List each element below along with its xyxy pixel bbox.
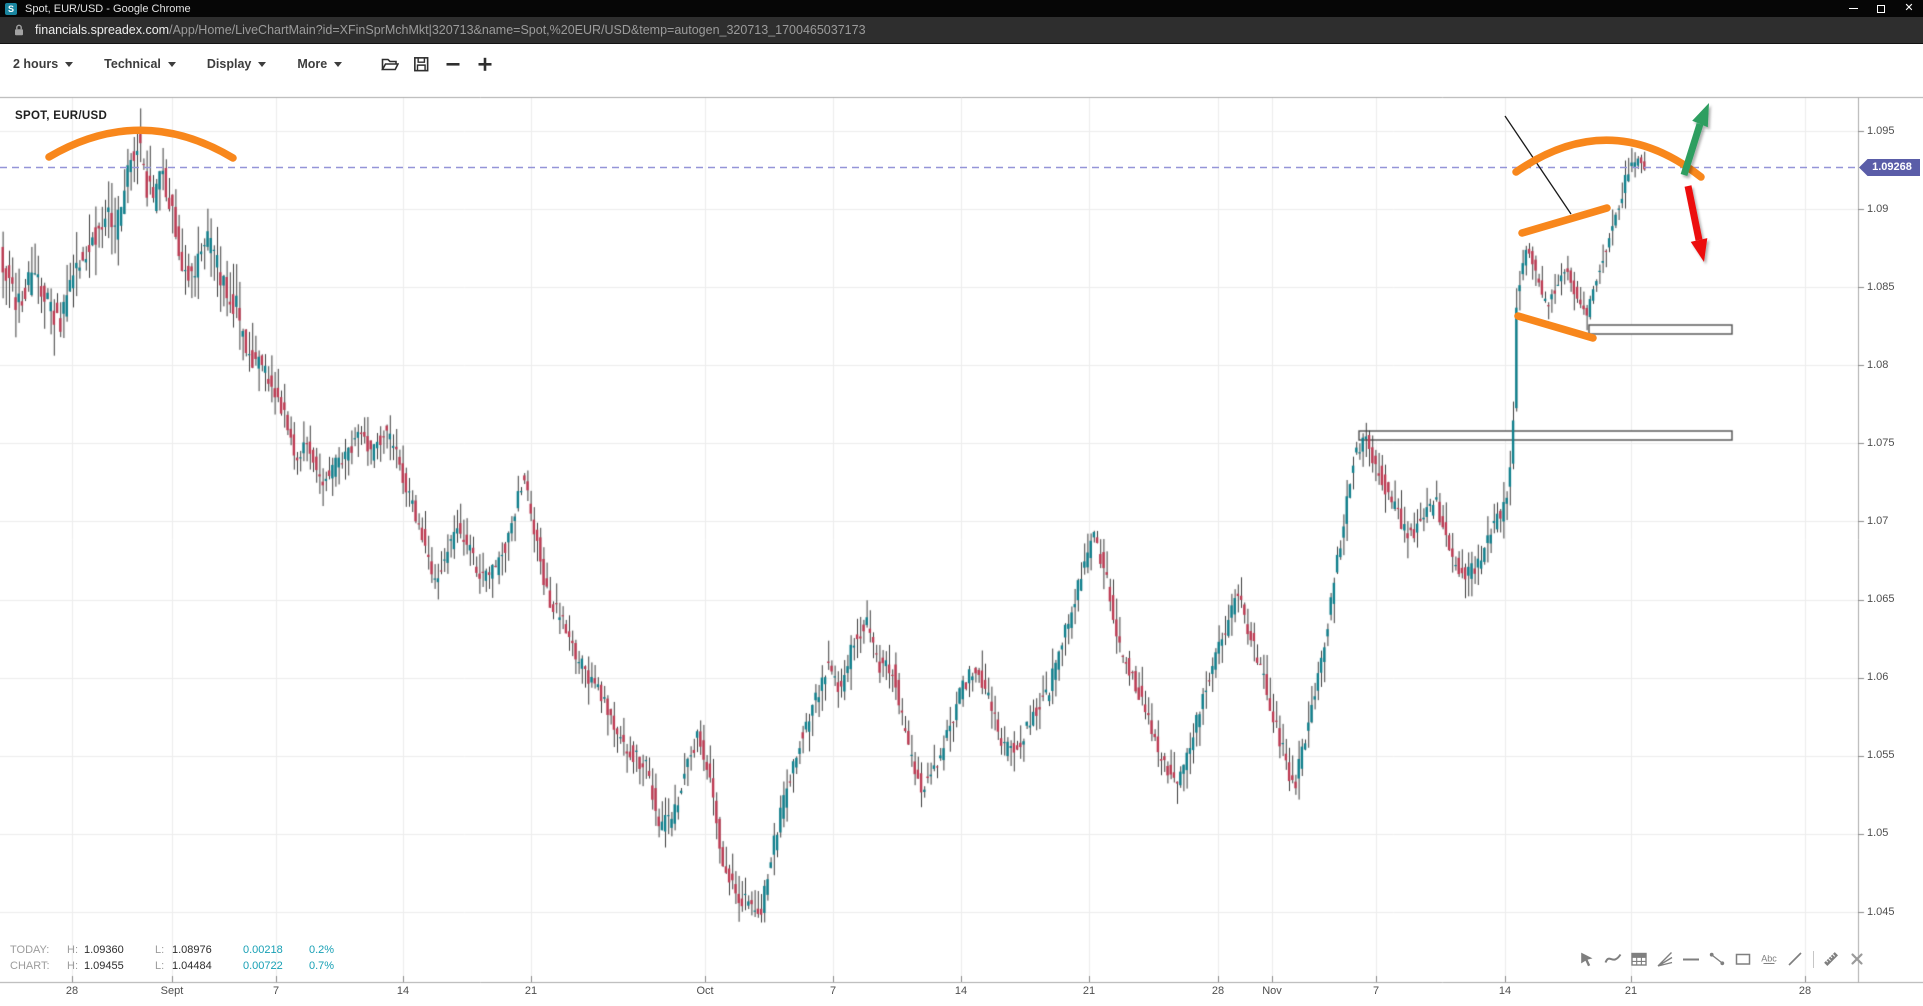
- minimize-icon: [1848, 8, 1858, 9]
- text-tool-icon[interactable]: Abc: [1758, 948, 1779, 970]
- date-tick-label: Sept: [160, 985, 184, 997]
- window-title-bar: S Spot, EUR/USD - Google Chrome ✕: [0, 0, 1923, 17]
- horizontal-line-tool-icon[interactable]: [1680, 948, 1701, 970]
- url-text: financials.spreadex.com/App/Home/LiveCha…: [35, 23, 866, 37]
- date-tick-label: Oct: [696, 985, 714, 997]
- chevron-down-icon: [167, 61, 176, 67]
- toolbar-icons: [379, 54, 507, 74]
- low-key: L:: [155, 944, 165, 956]
- stats-label: CHART:: [10, 960, 50, 972]
- date-tick-label: 7: [1372, 985, 1380, 997]
- ruler-tool-icon[interactable]: [1820, 948, 1841, 970]
- date-tick-label: 14: [954, 985, 968, 997]
- window-controls: ✕: [1839, 0, 1923, 17]
- menu-label: Technical: [104, 57, 161, 71]
- low-value: 1.04484: [172, 960, 212, 972]
- url-path: /App/Home/LiveChartMain?id=XFinSprMchMkt…: [169, 23, 866, 37]
- high-key: H:: [67, 960, 78, 972]
- price-tick-label: 1.045: [1867, 905, 1895, 918]
- price-tick-label: 1.06: [1867, 671, 1889, 684]
- maximize-button[interactable]: [1867, 0, 1895, 17]
- window-title: Spot, EUR/USD - Google Chrome: [25, 2, 191, 15]
- change-value: 0.00218: [243, 944, 283, 956]
- spreadex-logo-icon: S: [5, 2, 17, 15]
- stats-row-chart: CHART: H: 1.09455 L: 1.04484 0.00722 0.7…: [10, 958, 334, 974]
- chart-toolbar: 2 hours Technical Display More: [0, 44, 1923, 84]
- price-tick-label: 1.07: [1867, 515, 1889, 527]
- date-tick-label: 7: [829, 985, 837, 997]
- zoom-out-icon[interactable]: [443, 54, 463, 74]
- grid-tool-icon[interactable]: [1628, 948, 1649, 970]
- menu-display[interactable]: Display: [206, 57, 267, 71]
- menu-label: More: [297, 57, 328, 71]
- high-key: H:: [67, 944, 78, 956]
- stats-label: TODAY:: [10, 944, 50, 956]
- date-tick-label: 28: [65, 985, 79, 997]
- ohlc-stats: TODAY: H: 1.09360 L: 1.08976 0.00218 0.2…: [10, 942, 334, 974]
- curve-tool-icon[interactable]: [1602, 948, 1623, 970]
- rectangle-tool-icon[interactable]: [1732, 948, 1753, 970]
- save-icon[interactable]: [411, 54, 431, 74]
- menu-2-hours[interactable]: 2 hours: [13, 57, 74, 71]
- toolbar-menus: 2 hours Technical Display More: [0, 57, 373, 71]
- high-value: 1.09455: [84, 960, 124, 972]
- change-percent: 0.7%: [309, 960, 335, 972]
- url-domain: financials.spreadex.com: [35, 23, 170, 37]
- price-tick-label: 1.08: [1867, 358, 1889, 371]
- date-tick-label: 14: [1498, 985, 1512, 997]
- trendline-tool-icon[interactable]: [1706, 948, 1727, 970]
- address-bar[interactable]: financials.spreadex.com/App/Home/LiveCha…: [0, 17, 1923, 44]
- date-tick-label: 14: [396, 985, 410, 997]
- drawing-toolbar: Abc: [1576, 948, 1872, 970]
- lock-icon: [12, 23, 26, 37]
- minimize-button[interactable]: [1839, 0, 1867, 17]
- date-tick-label: 21: [524, 985, 538, 997]
- menu-label: Display: [206, 57, 252, 71]
- pointer-tool-icon[interactable]: [1576, 948, 1597, 970]
- price-tick-label: 1.085: [1867, 280, 1895, 293]
- zoom-in-icon[interactable]: [475, 54, 495, 74]
- price-tick-label: 1.055: [1867, 749, 1895, 762]
- date-tick-label: 7: [272, 985, 280, 997]
- high-value: 1.09360: [84, 944, 124, 956]
- price-tick-label: 1.075: [1867, 436, 1895, 449]
- date-tick-label: 28: [1211, 985, 1225, 997]
- open-folder-icon[interactable]: [379, 54, 399, 74]
- price-tick-label: 1.065: [1867, 593, 1895, 606]
- chevron-down-icon: [258, 61, 267, 67]
- close-icon: ✕: [1904, 2, 1914, 14]
- price-tick-label: 1.05: [1867, 827, 1889, 840]
- svg-text:Abc: Abc: [1761, 954, 1777, 964]
- menu-technical[interactable]: Technical: [104, 57, 176, 71]
- date-tick-label: 21: [1624, 985, 1638, 997]
- change-value: 0.00722: [243, 960, 283, 972]
- current-price-badge: 1.09268: [1859, 159, 1920, 176]
- price-tick-label: 1.09: [1867, 202, 1889, 215]
- line-tool-icon[interactable]: [1784, 948, 1805, 970]
- stats-row-today: TODAY: H: 1.09360 L: 1.08976 0.00218 0.2…: [10, 942, 334, 958]
- date-tick-label: 21: [1082, 985, 1096, 997]
- maximize-icon: [1877, 4, 1885, 13]
- close-button[interactable]: ✕: [1895, 0, 1923, 17]
- date-tick-label: Nov: [1262, 985, 1282, 997]
- price-tick-label: 1.095: [1867, 124, 1895, 137]
- delete-tool-icon[interactable]: [1846, 948, 1867, 970]
- fan-tool-icon[interactable]: [1654, 948, 1675, 970]
- chevron-down-icon: [334, 61, 343, 67]
- chevron-down-icon: [65, 61, 74, 67]
- low-value: 1.08976: [172, 944, 212, 956]
- symbol-label: SPOT, EUR/USD: [15, 110, 108, 122]
- menu-label: 2 hours: [13, 57, 59, 71]
- toolbar-separator: [1813, 950, 1814, 968]
- low-key: L:: [155, 960, 165, 972]
- change-percent: 0.2%: [309, 944, 335, 956]
- menu-more[interactable]: More: [297, 57, 343, 71]
- date-tick-label: 28: [1798, 985, 1812, 997]
